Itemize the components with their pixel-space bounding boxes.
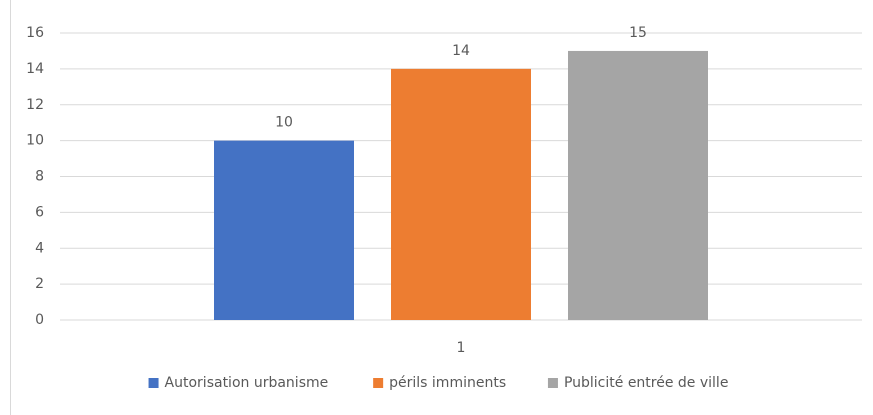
bar (568, 50, 708, 320)
y-tick-label: 6 (35, 204, 44, 220)
y-tick-label: 16 (26, 25, 44, 41)
data-label: 14 (452, 43, 470, 59)
legend-swatch (547, 378, 558, 388)
data-label: 15 (629, 25, 647, 41)
legend-label: Publicité entrée de ville (564, 375, 729, 391)
y-tick-label: 10 (26, 133, 44, 149)
legend-label: Autorisation urbanisme (165, 375, 329, 391)
legend-label: périls imminents (389, 375, 506, 391)
legend-swatch (373, 378, 384, 388)
y-tick-label: 0 (35, 312, 44, 328)
x-tick-label: 1 (457, 340, 466, 356)
data-label: 10 (275, 115, 293, 131)
y-tick-label: 12 (26, 97, 44, 113)
y-tick-label: 2 (35, 276, 44, 292)
bar (214, 140, 354, 320)
y-tick-label: 4 (35, 240, 44, 256)
bar (391, 68, 531, 320)
y-tick-label: 14 (26, 61, 44, 77)
y-tick-label: 8 (35, 169, 44, 185)
legend-swatch (148, 378, 159, 388)
